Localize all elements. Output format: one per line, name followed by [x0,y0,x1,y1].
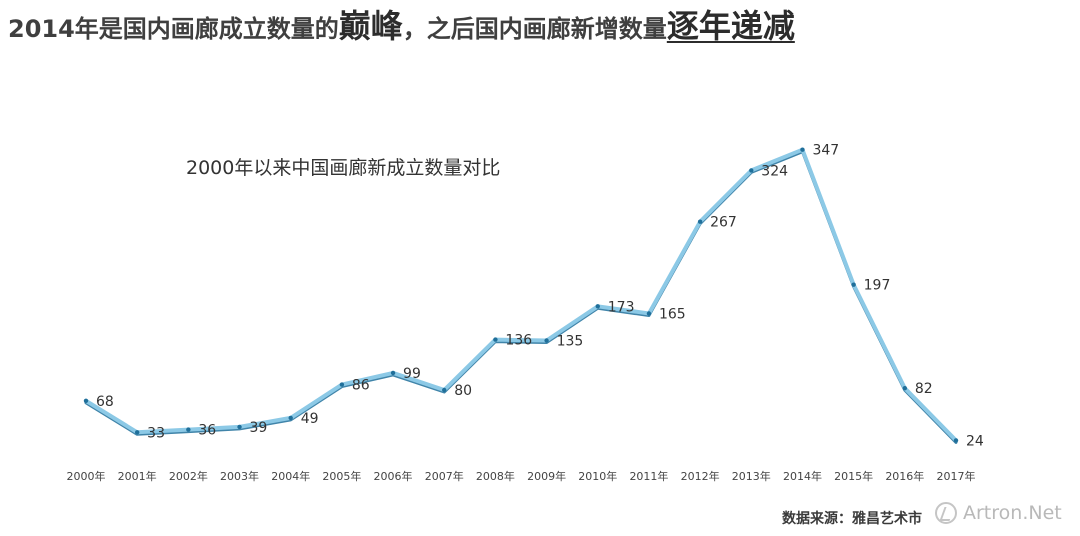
watermark-text: Artron.Net [963,502,1062,524]
data-point [442,387,447,393]
data-points [83,147,959,443]
data-label: 68 [96,394,114,410]
x-tick-label: 2017年 [937,469,976,483]
data-label: 99 [403,366,421,382]
data-label: 197 [864,278,891,294]
data-label: 136 [505,333,532,349]
data-label: 36 [198,423,216,439]
data-point [697,219,703,224]
series-line-shadow [84,150,958,444]
data-point [493,337,498,342]
data-point [390,370,396,376]
x-tick-label: 2009年 [527,469,566,483]
data-point [800,147,805,152]
headline-emphasis-decline: 逐年递减 [666,7,795,45]
x-tick-label: 2013年 [732,469,771,483]
data-label: 324 [761,163,788,179]
x-tick-label: 2001年 [118,469,157,483]
data-point [544,338,549,343]
headline-part1: 2014年是国内画廊成立数量的 [8,15,339,43]
data-point [902,386,908,391]
data-label: 24 [966,433,984,449]
data-point [339,382,345,387]
data-source-note: 数据来源：雅昌艺术市 [782,511,922,527]
data-label: 33 [147,425,165,441]
data-point [595,304,600,309]
x-tick-label: 2004年 [271,469,310,483]
x-tick-label: 2002年 [169,469,208,483]
data-label: 135 [557,334,584,350]
data-label: 39 [250,420,268,436]
data-point [646,311,652,316]
data-labels: 68 33 36 39 49 86 99 80 136 135 173 165 267 324 347 197… [96,143,984,450]
chart-title: 2000年以来中国画廊新成立数量对比 [186,157,500,179]
x-tick-label: 2007年 [425,469,464,483]
data-point [83,398,89,403]
data-label: 86 [352,378,370,394]
x-tick-label: 2000年 [67,469,106,483]
data-label: 347 [812,143,839,159]
artron-logo-icon [935,502,957,524]
headline-emphasis-peak: 巅峰 [338,7,403,45]
x-tick-label: 2008年 [476,469,515,483]
drop-lines [85,149,957,462]
x-tick-label: 2010年 [578,469,617,483]
data-point [288,415,293,421]
data-label: 267 [710,215,737,231]
data-label: 173 [608,299,635,315]
series-line-main [84,147,958,443]
x-tick-label: 2016年 [885,469,924,483]
headline: 2014年是国内画廊成立数量的巅峰，之后国内画廊新增数量逐年递减 [8,6,795,49]
data-label: 80 [454,383,472,399]
data-label: 49 [301,411,319,427]
series-line [84,147,958,444]
data-point [134,430,140,435]
x-tick-label: 2012年 [681,469,720,483]
data-point [237,424,242,430]
x-tick-label: 2003年 [220,469,259,483]
watermark: Artron.Net [935,502,1062,524]
data-point [953,438,959,443]
headline-part2: ，之后国内画廊新增数量 [402,15,667,43]
x-tick-label: 2005年 [322,469,361,483]
x-tick-label: 2006年 [374,469,413,483]
data-point [186,427,191,432]
x-axis-tick-labels: 2000年 2001年 2002年 2003年 2004年 2005年 2006年 2007年… [67,469,976,483]
x-tick-label: 2011年 [629,469,668,483]
data-label: 165 [659,307,686,323]
data-point [851,282,856,287]
x-tick-label: 2015年 [834,469,873,483]
data-point [749,168,754,173]
data-label: 82 [915,381,933,397]
x-tick-label: 2014年 [783,469,822,483]
